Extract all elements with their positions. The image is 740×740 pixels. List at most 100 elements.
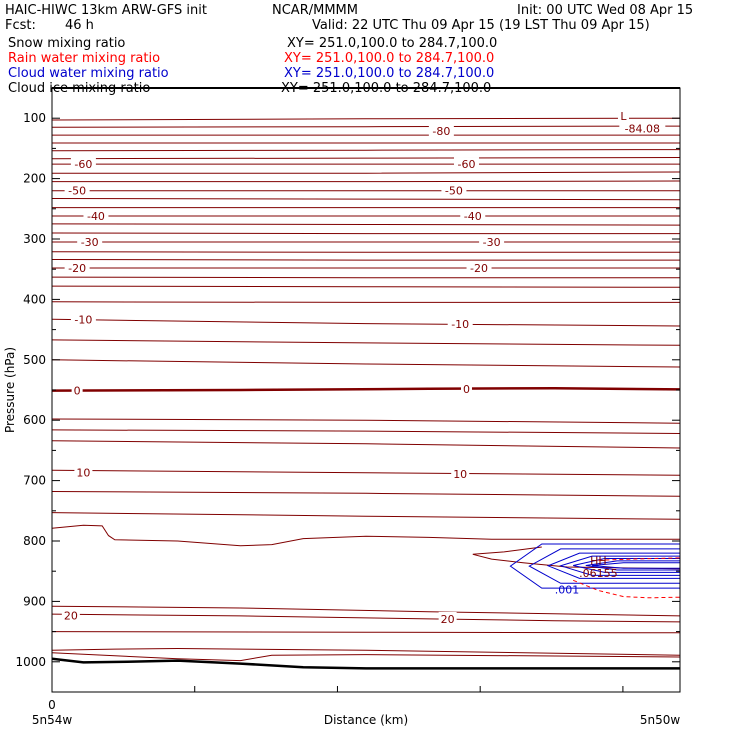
isotherm-label: 0	[463, 383, 470, 396]
isotherm-label: -30	[81, 236, 99, 249]
isotherm-line	[51, 512, 681, 520]
isotherm-line	[51, 259, 680, 261]
forecast-label: Fcst:	[5, 18, 36, 33]
isotherm-line	[51, 469, 681, 476]
isotherm-label: 20	[64, 609, 78, 622]
y-tick-label: 500	[23, 353, 46, 367]
contour-label-mask	[479, 235, 505, 249]
init-time: Init: 00 UTC Wed 08 Apr 15	[517, 3, 694, 18]
isotherm-line	[51, 157, 681, 160]
isotherm-label: 0	[74, 385, 81, 398]
x-endpoint-right: 5n50w	[640, 713, 681, 727]
isotherm-label: -80	[432, 125, 450, 138]
cloud-water-contour	[528, 548, 680, 584]
y-tick-label: 600	[23, 413, 46, 427]
contour-label-mask	[64, 260, 90, 274]
isotherm-line	[51, 418, 681, 424]
isotherm-label: -60	[457, 158, 475, 171]
cloud-water-contours	[509, 543, 681, 599]
isotherm-line	[51, 149, 681, 152]
isotherm-label: -40	[464, 210, 482, 223]
contour-label-mask	[617, 108, 629, 122]
isotherm-label: -50	[68, 185, 86, 198]
isotherm-label: L	[620, 110, 627, 123]
isotherm-line	[51, 232, 680, 235]
x-tick-label: 0	[48, 698, 56, 712]
isotherm-contours	[51, 117, 681, 662]
contour-label-mask	[466, 260, 492, 274]
contour-label-mask	[74, 465, 93, 479]
field-cloudwater-name: Cloud water mixing ratio	[8, 66, 169, 81]
y-tick-label: 400	[23, 292, 46, 306]
contour-labels: -80 -84.08L-60 -60-50 -50-40 -40-30 -30-20 -20…	[61, 108, 666, 626]
x-axis-title: Distance (km)	[324, 713, 408, 727]
isotherm-line	[51, 339, 681, 346]
isotherm-label: -10	[451, 318, 469, 331]
x-endpoint-left: 5n54w	[32, 713, 73, 727]
contour-label-mask	[428, 123, 454, 137]
cloud-water-contour	[558, 555, 680, 576]
contour-label-mask	[438, 611, 457, 625]
isotherm-line	[51, 652, 681, 662]
isotherm-line	[51, 647, 681, 656]
y-tick-label: 200	[23, 172, 46, 186]
cloud-water-contour	[509, 543, 680, 589]
cloud-water-contour	[573, 558, 680, 573]
isotherm-line	[51, 223, 681, 226]
isotherm-label: -20	[470, 262, 488, 275]
contour-label-mask	[441, 183, 467, 197]
contour-label-mask	[64, 183, 90, 197]
contour-label-mask	[71, 383, 83, 397]
field-snow-name: Snow mixing ratio	[8, 36, 126, 51]
field-rain-name: Rain water mixing ratio	[8, 51, 161, 66]
field-cloudwater-xy: XY= 251.0,100.0 to 284.7,100.0	[284, 66, 495, 81]
isotherm-label: -84.08	[625, 122, 660, 135]
y-tick-label: 1000	[15, 655, 46, 669]
contour-label-mask	[447, 317, 473, 331]
cloud-label: HH	[590, 554, 607, 567]
contour-label-mask	[70, 157, 96, 171]
cloud-water-contour	[592, 562, 680, 569]
terrain-surface	[51, 657, 680, 670]
cloud-water-contour	[585, 560, 680, 571]
isotherm-line	[51, 276, 680, 279]
isotherm-line	[51, 631, 681, 634]
isotherm-label: 10	[453, 468, 467, 481]
isotherm-line	[51, 125, 681, 128]
isotherm-label: -60	[74, 158, 92, 171]
contour-label-mask	[70, 312, 96, 326]
isotherm-line	[51, 359, 681, 368]
y-tick-label: 700	[23, 474, 46, 488]
field-rain-xy: XY= 251.0,100.0 to 284.7,100.0	[284, 51, 495, 66]
cloud-label: .001	[555, 583, 580, 596]
isotherm-line	[51, 440, 681, 449]
isotherm-line	[472, 546, 681, 570]
isotherm-label: -30	[483, 236, 501, 249]
contour-label-mask	[460, 381, 472, 395]
isotherm-line	[51, 318, 681, 327]
isotherm-line	[51, 251, 680, 253]
y-tick-label: 100	[23, 111, 46, 125]
isotherm-label: -20	[68, 262, 86, 275]
isotherm-label: -40	[87, 210, 105, 223]
isotherm-label: 20	[441, 613, 455, 626]
isotherm-line	[51, 429, 681, 434]
isotherm-label: -10	[74, 313, 92, 326]
contour-label-mask	[61, 608, 80, 622]
y-axis-title: Pressure (hPa)	[3, 347, 17, 433]
cloud-label: .06155	[579, 567, 618, 580]
isotherm-label: -50	[445, 185, 463, 198]
forecast-hours: 46 h	[65, 18, 94, 33]
isotherm-line	[51, 524, 680, 547]
terrain-line	[51, 657, 680, 670]
org-label: NCAR/MMMM	[272, 3, 358, 18]
isotherm-line	[51, 605, 681, 617]
isotherm-line	[51, 491, 681, 497]
rain-contour	[598, 557, 681, 561]
isotherm-line	[51, 613, 681, 623]
freezing-level-line	[51, 386, 681, 392]
isotherm-line	[51, 198, 681, 201]
isotherm-line	[52, 171, 681, 174]
